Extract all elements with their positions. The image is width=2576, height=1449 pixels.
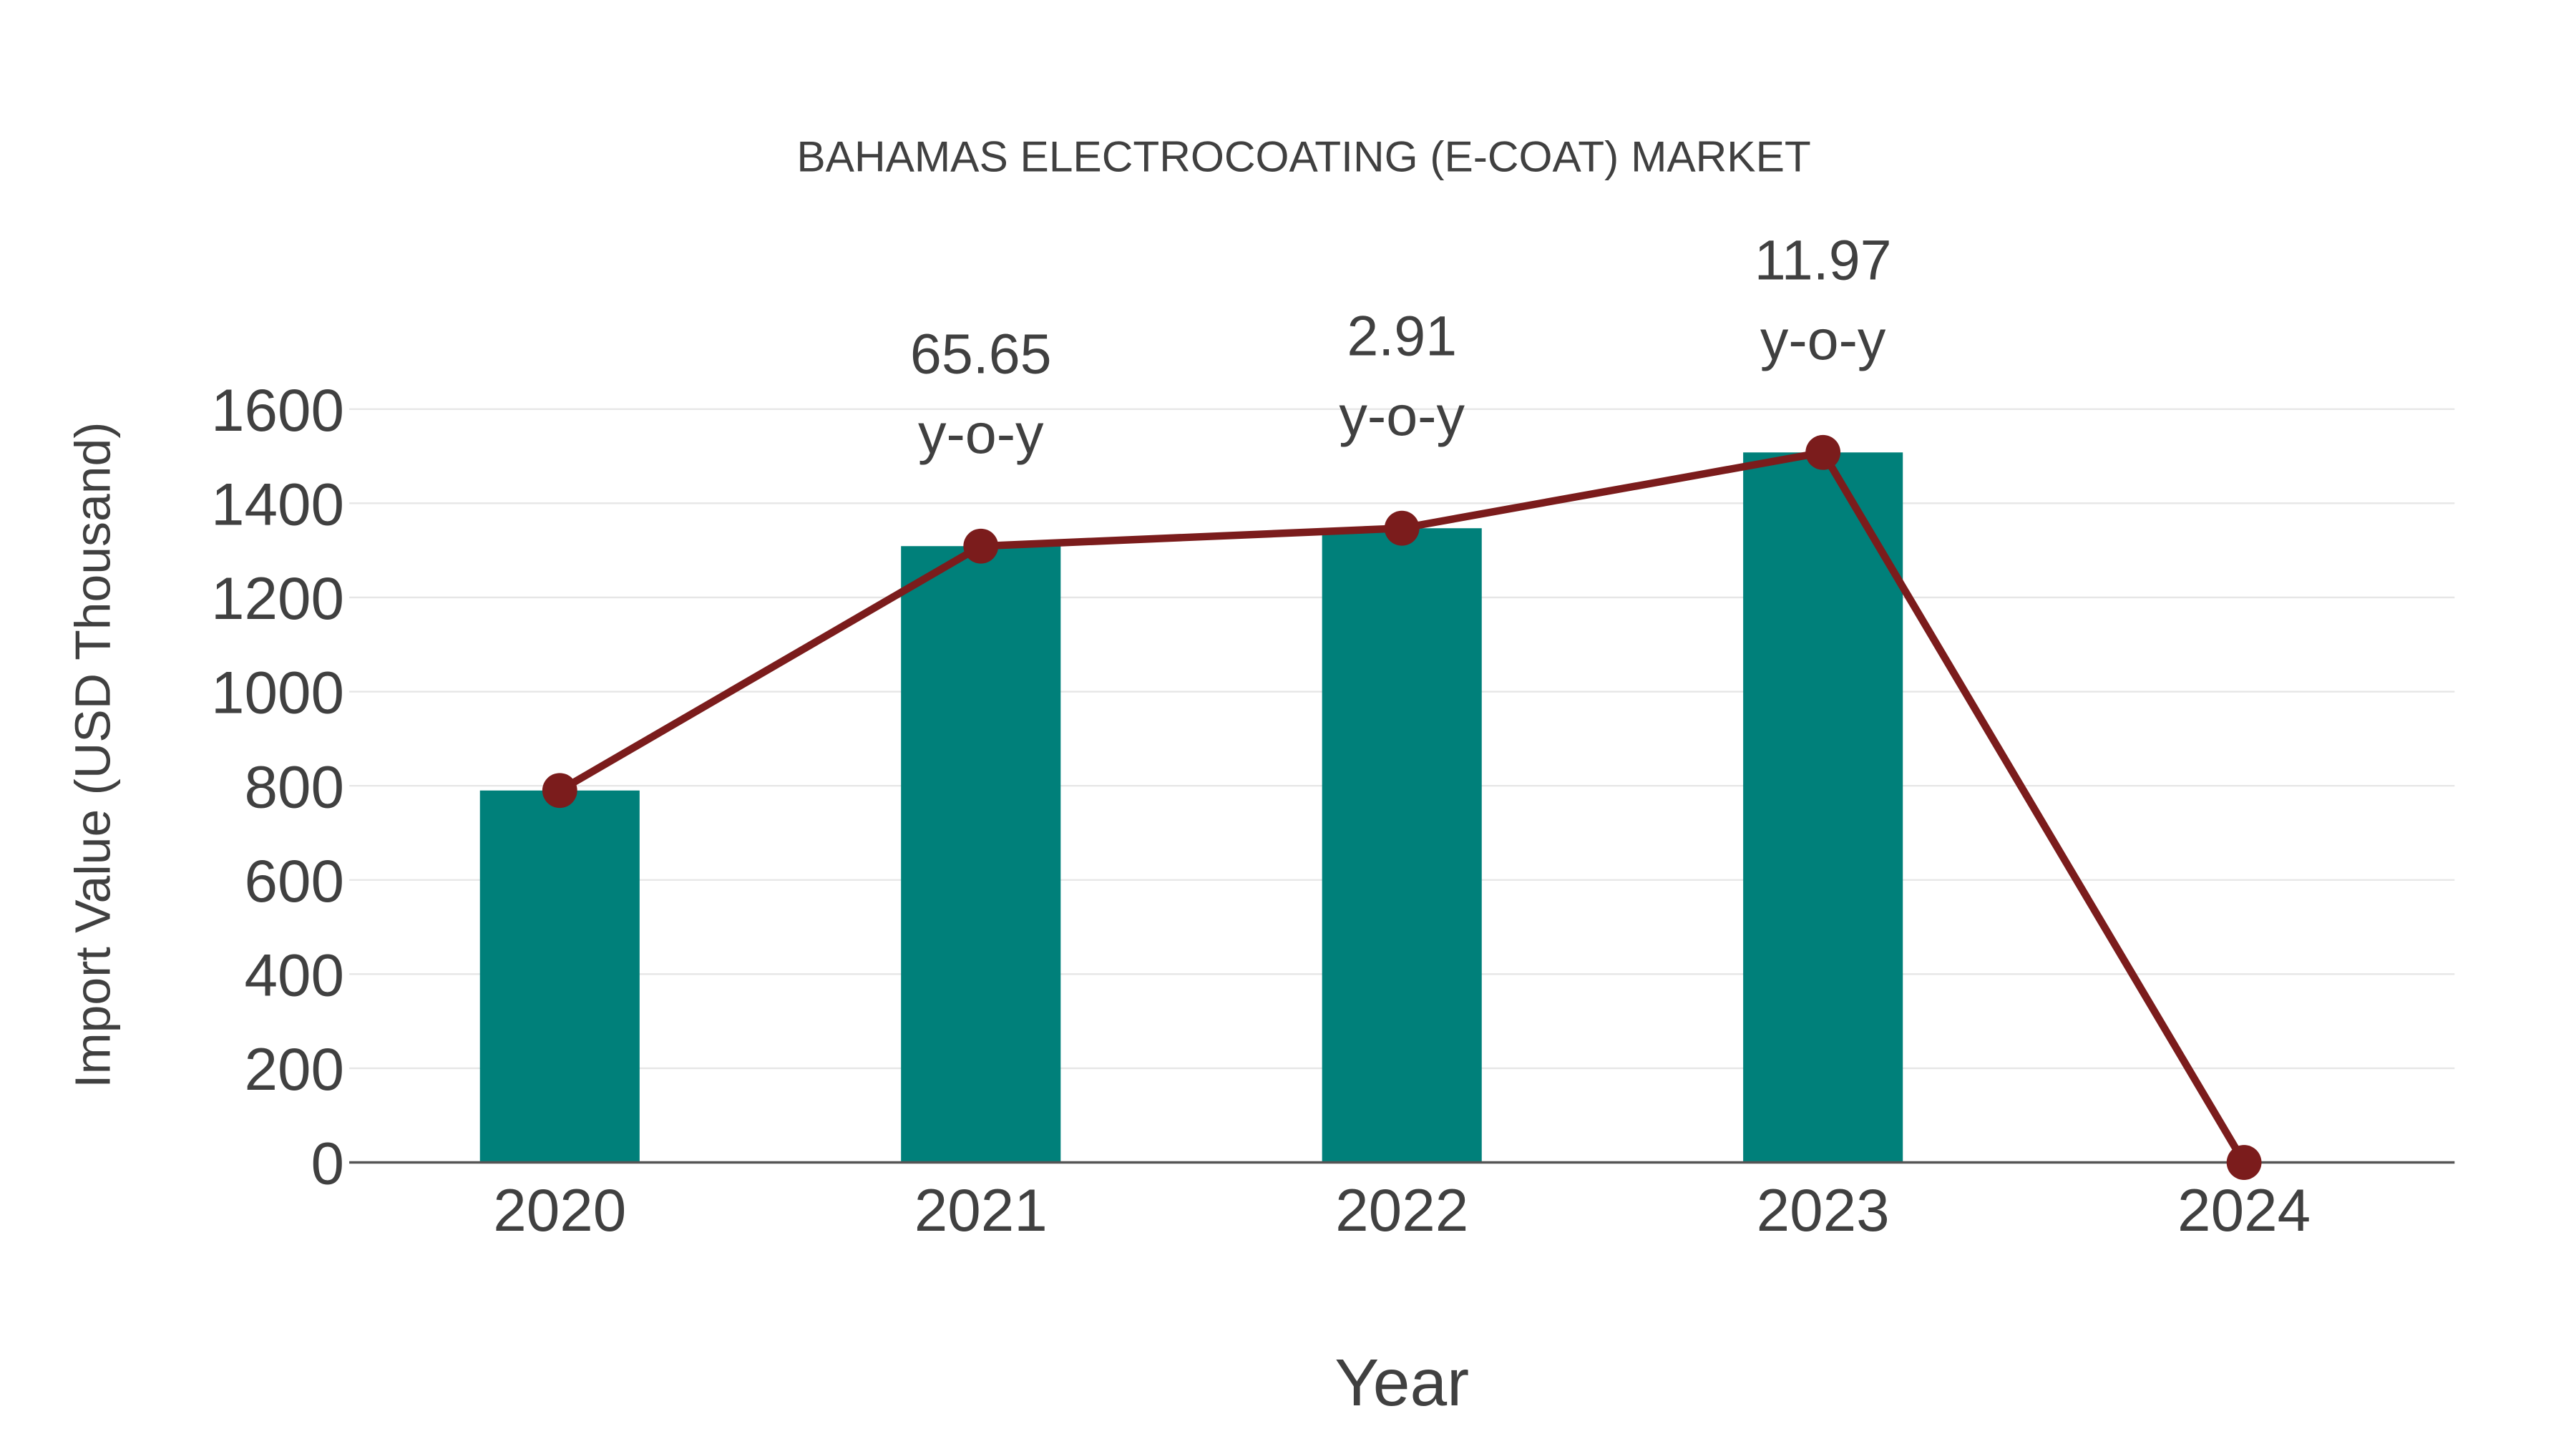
bar-2020 [479,790,640,1163]
y-tick-label: 400 [245,942,345,1009]
trend-point-2021 [963,528,999,564]
y-tick-label: 600 [245,847,345,914]
y-axis-label: Import Value (USD Thousand) [64,421,120,1088]
yoy-label: y-o-y [1339,384,1465,447]
trend-point-2022 [1384,510,1420,546]
y-tick-label: 1600 [211,376,344,444]
y-tick-label: 200 [245,1035,345,1103]
y-tick-label: 1200 [211,565,344,632]
yoy-value: 65.65 [910,322,1052,386]
bar-2023 [1743,452,1903,1163]
trend-point-2020 [542,773,577,809]
chart-title: BAHAMAS ELECTROCOATING (E-COAT) MARKET [796,132,1810,180]
bar-2021 [901,546,1061,1163]
x-tick-label: 2020 [493,1176,626,1244]
x-axis-label: Year [1335,1345,1469,1420]
yoy-value: 2.91 [1347,304,1457,368]
bar-2022 [1322,528,1482,1163]
x-tick-label: 2023 [1757,1176,1890,1244]
y-tick-label: 1400 [211,471,344,538]
x-tick-label: 2024 [2177,1176,2311,1244]
x-tick-label: 2022 [1335,1176,1468,1244]
yoy-label: y-o-y [1760,308,1886,371]
trend-point-2024 [2226,1145,2262,1180]
y-tick-label: 0 [311,1130,345,1197]
y-tick-label: 800 [245,753,345,820]
x-tick-label: 2021 [914,1176,1048,1244]
yoy-label: y-o-y [918,401,1044,465]
yoy-value: 11.97 [1755,228,1892,292]
y-tick-label: 1000 [211,659,344,726]
trend-point-2023 [1805,434,1841,470]
